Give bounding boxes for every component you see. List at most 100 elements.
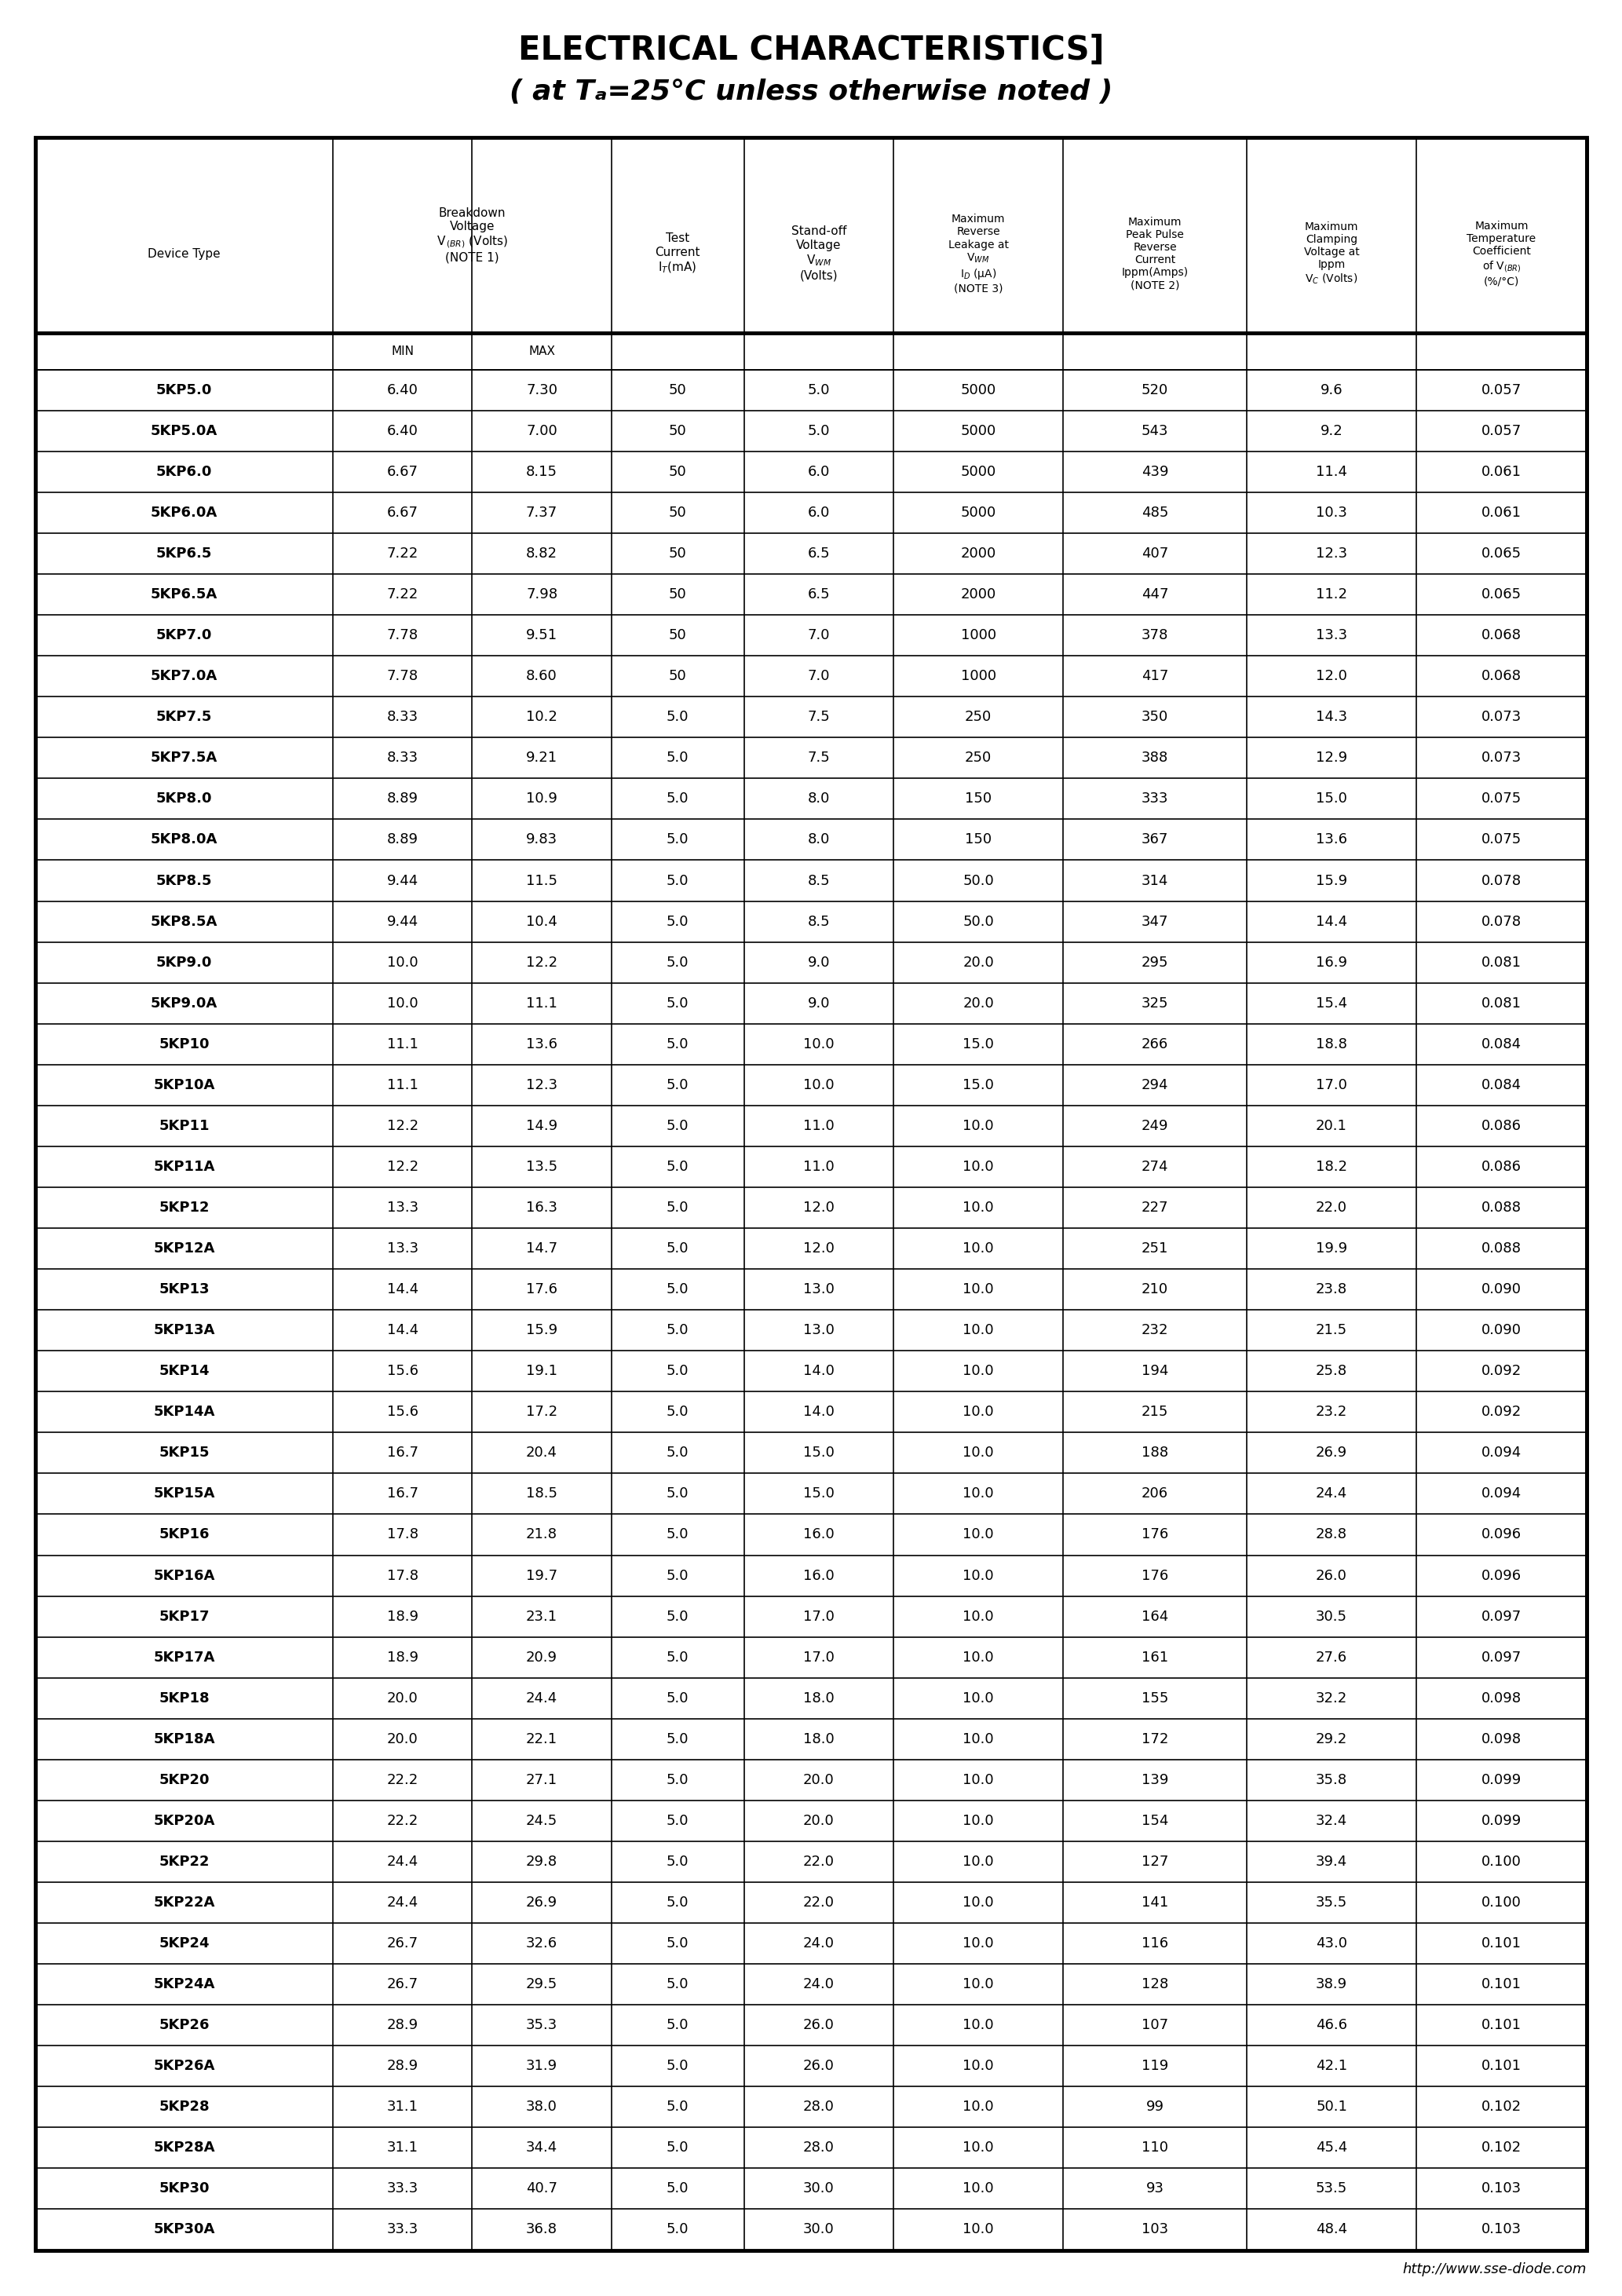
Text: 5.0: 5.0 <box>667 1159 689 1173</box>
Text: 5000: 5000 <box>960 425 996 439</box>
Text: 119: 119 <box>1142 2060 1168 2073</box>
Text: 150: 150 <box>965 833 991 847</box>
Text: 46.6: 46.6 <box>1315 2018 1348 2032</box>
Text: 19.9: 19.9 <box>1315 1242 1348 1256</box>
Text: Maximum
Temperature
Coefficient
of V$_{(BR)}$
(%/°C): Maximum Temperature Coefficient of V$_{(… <box>1466 220 1536 287</box>
Text: 5KP26A: 5KP26A <box>154 2060 216 2073</box>
Text: 5KP22A: 5KP22A <box>154 1896 216 1910</box>
Text: 5.0: 5.0 <box>667 1322 689 1336</box>
Text: 11.1: 11.1 <box>388 1077 418 1093</box>
Text: 5KP22: 5KP22 <box>159 1855 209 1869</box>
Text: 5.0: 5.0 <box>667 1692 689 1706</box>
Text: 7.22: 7.22 <box>386 546 418 560</box>
Text: 5KP17A: 5KP17A <box>154 1651 216 1665</box>
Text: 0.098: 0.098 <box>1481 1731 1521 1747</box>
Text: 18.2: 18.2 <box>1315 1159 1348 1173</box>
Text: 50: 50 <box>668 425 686 439</box>
Text: 42.1: 42.1 <box>1315 2060 1348 2073</box>
Text: 20.0: 20.0 <box>388 1731 418 1747</box>
Text: 18.9: 18.9 <box>386 1651 418 1665</box>
Text: 8.15: 8.15 <box>526 464 558 480</box>
Text: 215: 215 <box>1142 1405 1168 1419</box>
Text: 8.0: 8.0 <box>808 792 830 806</box>
Text: 5.0: 5.0 <box>667 996 689 1010</box>
Text: 26.0: 26.0 <box>803 2060 834 2073</box>
Text: 28.0: 28.0 <box>803 2140 834 2156</box>
Text: 15.9: 15.9 <box>526 1322 558 1336</box>
Text: 1000: 1000 <box>960 629 996 643</box>
Text: 6.0: 6.0 <box>808 464 830 480</box>
Text: 28.9: 28.9 <box>386 2060 418 2073</box>
Text: 10.2: 10.2 <box>526 709 558 723</box>
Text: 10.0: 10.0 <box>388 996 418 1010</box>
Text: 16.0: 16.0 <box>803 1527 834 1543</box>
Text: 0.081: 0.081 <box>1481 996 1521 1010</box>
Text: 9.6: 9.6 <box>1320 383 1343 397</box>
Text: 5.0: 5.0 <box>667 1568 689 1582</box>
Text: 30.0: 30.0 <box>803 2181 834 2195</box>
Text: 99: 99 <box>1145 2101 1165 2115</box>
Text: 9.44: 9.44 <box>386 872 418 889</box>
Text: 32.4: 32.4 <box>1315 1814 1348 1828</box>
Text: 50: 50 <box>668 588 686 602</box>
Text: 38.0: 38.0 <box>526 2101 558 2115</box>
Text: 232: 232 <box>1142 1322 1168 1336</box>
Text: 15.9: 15.9 <box>1315 872 1348 889</box>
Text: 5KP15A: 5KP15A <box>154 1488 216 1502</box>
Text: 0.075: 0.075 <box>1481 792 1521 806</box>
Text: 10.0: 10.0 <box>963 1159 994 1173</box>
Text: 30.0: 30.0 <box>803 2223 834 2236</box>
Text: 13.3: 13.3 <box>386 1201 418 1215</box>
Text: 29.8: 29.8 <box>526 1855 558 1869</box>
Text: 7.78: 7.78 <box>386 629 418 643</box>
Text: 9.44: 9.44 <box>386 914 418 928</box>
Text: Maximum
Clamping
Voltage at
Ippm
V$_C$ (Volts): Maximum Clamping Voltage at Ippm V$_C$ (… <box>1304 220 1359 287</box>
Text: 0.068: 0.068 <box>1481 668 1521 684</box>
Text: 5.0: 5.0 <box>667 833 689 847</box>
Text: 22.2: 22.2 <box>386 1814 418 1828</box>
Text: 5KP15: 5KP15 <box>159 1446 209 1460</box>
Text: 0.088: 0.088 <box>1481 1242 1521 1256</box>
Text: 5KP7.0: 5KP7.0 <box>156 629 212 643</box>
Text: 22.0: 22.0 <box>803 1896 834 1910</box>
Text: 10.0: 10.0 <box>803 1077 834 1093</box>
Text: 16.0: 16.0 <box>803 1568 834 1582</box>
Text: 19.1: 19.1 <box>526 1364 558 1378</box>
Text: 5KP26: 5KP26 <box>159 2018 209 2032</box>
Text: 40.7: 40.7 <box>526 2181 558 2195</box>
Text: 0.102: 0.102 <box>1481 2101 1521 2115</box>
Text: 176: 176 <box>1142 1527 1168 1543</box>
Text: 0.061: 0.061 <box>1481 505 1521 519</box>
Text: 10.3: 10.3 <box>1315 505 1348 519</box>
Text: 5.0: 5.0 <box>667 2181 689 2195</box>
Text: 5KP16: 5KP16 <box>159 1527 209 1543</box>
Text: 5KP8.5: 5KP8.5 <box>156 872 212 889</box>
Text: 266: 266 <box>1142 1038 1168 1052</box>
Text: 22.2: 22.2 <box>386 1773 418 1786</box>
Text: 251: 251 <box>1142 1242 1168 1256</box>
Text: 26.9: 26.9 <box>526 1896 558 1910</box>
Text: 0.086: 0.086 <box>1481 1159 1521 1173</box>
Text: 107: 107 <box>1142 2018 1168 2032</box>
Text: 5.0: 5.0 <box>667 1201 689 1215</box>
Text: 5.0: 5.0 <box>667 1488 689 1502</box>
Text: 5.0: 5.0 <box>667 1896 689 1910</box>
Text: 5.0: 5.0 <box>667 1814 689 1828</box>
Text: 5KP13A: 5KP13A <box>154 1322 216 1336</box>
Text: 0.068: 0.068 <box>1481 629 1521 643</box>
Text: 5KP7.5A: 5KP7.5A <box>151 751 217 765</box>
Text: 13.6: 13.6 <box>526 1038 558 1052</box>
Text: 6.40: 6.40 <box>388 383 418 397</box>
Text: 294: 294 <box>1142 1077 1168 1093</box>
Text: 250: 250 <box>965 751 991 765</box>
Text: 206: 206 <box>1142 1488 1168 1502</box>
Text: 2000: 2000 <box>960 546 996 560</box>
Text: 26.0: 26.0 <box>803 2018 834 2032</box>
Text: 5.0: 5.0 <box>667 872 689 889</box>
Text: 31.9: 31.9 <box>526 2060 558 2073</box>
Text: 103: 103 <box>1142 2223 1168 2236</box>
Text: 5KP14A: 5KP14A <box>154 1405 216 1419</box>
Text: 35.8: 35.8 <box>1315 1773 1348 1786</box>
Text: Maximum
Reverse
Leakage at
V$_{WM}$
I$_D$ (μA)
(NOTE 3): Maximum Reverse Leakage at V$_{WM}$ I$_D… <box>949 214 1009 294</box>
Text: 34.4: 34.4 <box>526 2140 558 2156</box>
